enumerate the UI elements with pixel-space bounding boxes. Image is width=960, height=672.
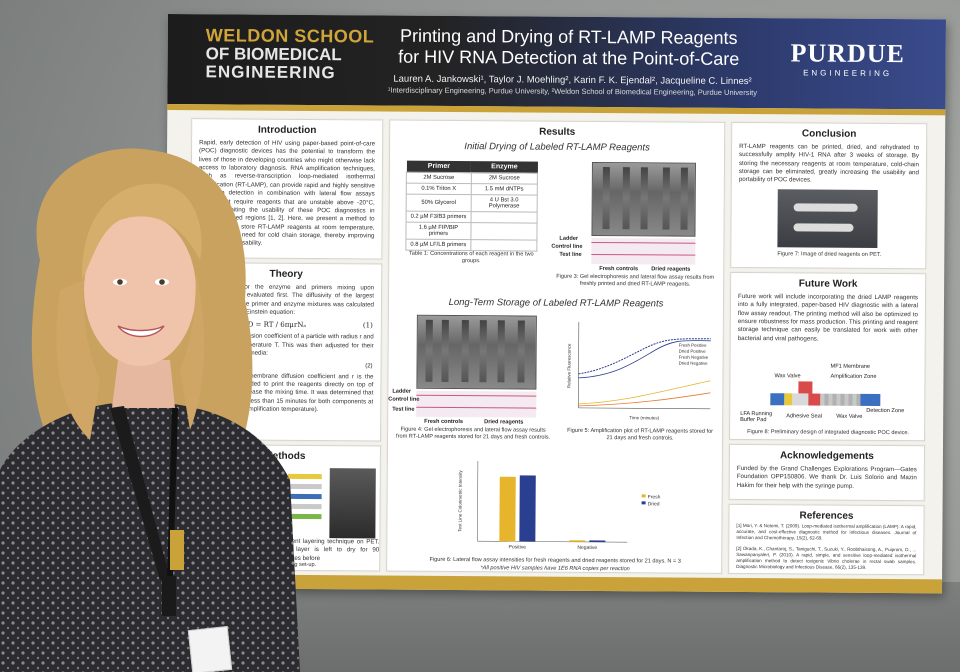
fig5-curve-dried-positive [578, 340, 711, 379]
neck [112, 360, 175, 408]
bar-dried-positive [519, 475, 536, 542]
reagent-table-cell: 1.6 µM FIP/BIP primers [405, 222, 471, 240]
bar-fresh-positive [499, 476, 516, 542]
reagent-table-row: 1.6 µM FIP/BIP primers [405, 222, 538, 241]
reagent-table-cell: 0.1% Triton X [406, 183, 472, 195]
reagent-table-row: 50% Glycerol 4 U Bst 3.0 Polymerase [406, 194, 538, 213]
reagent-table-cell [470, 239, 537, 252]
poster-header: WELDON SCHOOL OF BIOMEDICAL ENGINEERING … [167, 14, 946, 110]
poster-authors: Lauren A. Jankowski¹, Taylor J. Moehling… [387, 73, 758, 97]
reagent-table-row: 0.1% Triton X 1.5 mM dNTPs [406, 183, 538, 196]
purdue-logo: PURDUE ENGINEERING [790, 38, 906, 79]
results-subheading-1: Initial Drying of Labeled RT-LAMP Reagen… [464, 141, 650, 154]
face [84, 214, 196, 366]
fig6-legend-fresh: Fresh [648, 494, 661, 500]
reagent-table-cell [470, 222, 538, 241]
fig6-y-axis [477, 461, 479, 542]
fig6-legend-fresh-swatch [641, 494, 646, 498]
device-diagram [770, 393, 900, 406]
amplification-zone-block [798, 381, 813, 394]
reagent-table-row: 0.2 µM F3/B3 primers [406, 211, 538, 224]
reagent-table-cell: 1.5 mM dNTPs [471, 183, 538, 196]
fig6-category-label: Negative [577, 545, 597, 551]
name-badge [187, 626, 233, 672]
fig6-ylabel: Test Line Colorimetric Intensity [457, 470, 462, 532]
gel-image-1 [591, 161, 696, 237]
fig5-curve-fresh-negative [578, 380, 711, 405]
references-panel: References [1] Mori, Y. & Notomi, T. (20… [728, 503, 925, 576]
presenter-person [0, 148, 300, 672]
reagent-table-cell: 50% Glycerol [406, 194, 472, 212]
lfa-intensity-chart: Test Line Colorimetric Intensity Positiv… [457, 461, 661, 551]
future-work-panel: Future Work Future work will include inc… [729, 271, 927, 442]
gel-image-2 [416, 314, 537, 390]
left-eye [117, 279, 123, 285]
reagent-table: Primer Enzyme 2M Sucrose 2M Sucrose 0.1% T… [405, 160, 538, 252]
reagent-table-cell: 0.8 µM LF/LB primers [405, 239, 471, 251]
fig6-legend-dried: Dried [648, 501, 660, 507]
reagent-table-cell: 0.2 µM F3/B3 primers [406, 211, 472, 223]
bar-fresh-negative [569, 540, 586, 542]
lfa-strips-2 [416, 390, 537, 418]
acknowledgements-panel: Acknowledgements Funded by the Grand Cha… [728, 443, 926, 502]
reagent-table-cell [470, 211, 538, 224]
reagent-table-cell: 4 U Bst 3.0 Polymerase [471, 194, 538, 213]
reagent-table-cell: 2M Sucrose [406, 172, 472, 184]
bar-dried-negative [589, 540, 606, 543]
results-panel: Results Initial Drying of Labeled RT-LAM… [386, 119, 726, 574]
fig5-curve-dried-negative [578, 392, 711, 407]
smile [117, 325, 165, 338]
fig5-xlabel: Time (minutes) [629, 415, 659, 420]
dried-reagents-photo [777, 189, 878, 248]
results-subheading-2: Long-Term Storage of Labeled RT-LAMP Rea… [448, 296, 664, 310]
amplification-plot: Time (minutes) Relative Fluorescence [566, 321, 711, 420]
reagent-table-row: 2M Sucrose 2M Sucrose [406, 172, 538, 185]
conclusion-panel: Conclusion RT-LAMP reagents can be print… [730, 121, 928, 270]
research-poster: WELDON SCHOOL OF BIOMEDICAL ENGINEERING … [163, 14, 946, 594]
fig5-ylabel: Relative Fluorescence [566, 343, 571, 388]
lfa-strips-1 [591, 237, 696, 265]
printing-setup-photo [329, 468, 376, 539]
fig5-x-axis [578, 407, 711, 410]
fig5-curve-fresh-positive [578, 338, 711, 375]
fig5-y-axis [577, 321, 580, 408]
lanyard [110, 406, 170, 580]
poster-title: Printing and Drying of RT-LAMP Reagents … [398, 25, 740, 69]
reagent-table-cell: 2M Sucrose [471, 172, 538, 185]
lanyard-text-strip [170, 530, 184, 570]
right-eye [159, 279, 165, 285]
fig5-legend: Fresh Positive Dried Positive Fresh Nega… [678, 342, 709, 366]
fig6-legend-dried-swatch [641, 501, 646, 505]
fig6-category-label: Positive [509, 544, 527, 550]
reagent-table-row: 0.8 µM LF/LB primers [405, 239, 537, 252]
